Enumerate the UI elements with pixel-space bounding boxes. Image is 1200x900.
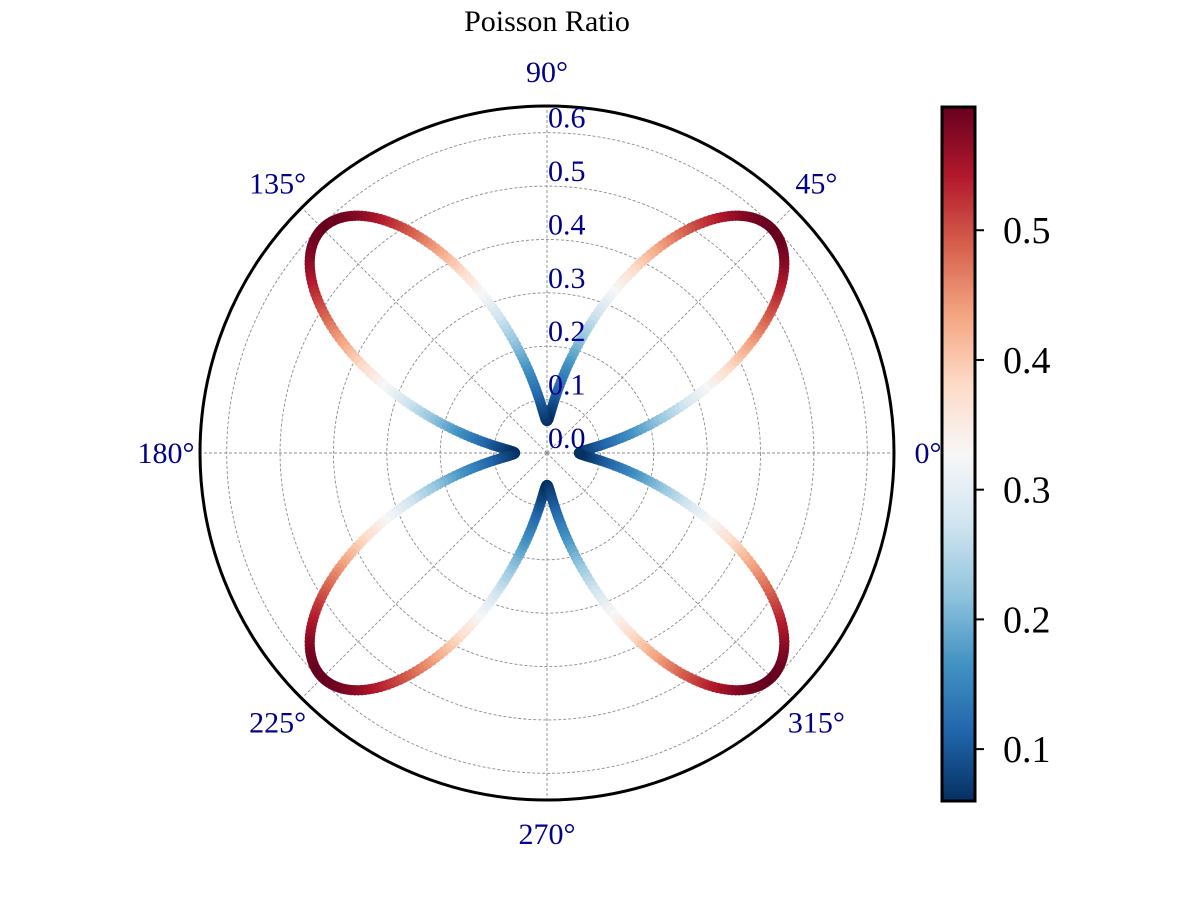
angle-tick-label: 315° bbox=[788, 706, 845, 739]
polar-grid bbox=[200, 106, 894, 800]
colorbar-tick-label: 0.4 bbox=[1003, 340, 1051, 382]
colorbar-frame bbox=[940, 105, 977, 803]
polar-frame bbox=[198, 104, 896, 802]
angular-gridline bbox=[546, 207, 793, 454]
angle-tick-label: 225° bbox=[249, 706, 306, 739]
colorbar-tick-label: 0.2 bbox=[1003, 599, 1051, 641]
angular-gridline bbox=[301, 207, 548, 454]
angle-tick-label: 270° bbox=[519, 818, 576, 851]
angular-gridline bbox=[301, 452, 548, 699]
angular-gridline bbox=[546, 452, 793, 699]
radial-tick-label: 0.0 bbox=[548, 422, 586, 455]
chart-title: Poisson Ratio bbox=[464, 5, 630, 38]
angle-tick-labels: 0° 45° 90° 135° 180° 225° 270° 315° bbox=[138, 56, 942, 851]
colorbar-ticks: 0.1 0.2 0.3 0.4 0.5 bbox=[975, 210, 1051, 771]
radial-tick-label: 0.6 bbox=[548, 102, 586, 135]
radial-tick-labels: 0.0 0.1 0.2 0.3 0.4 0.5 0.6 bbox=[548, 102, 586, 455]
radial-tick-label: 0.5 bbox=[548, 155, 586, 188]
radial-tick-label: 0.3 bbox=[548, 262, 586, 295]
colorbar-tick-label: 0.1 bbox=[1003, 729, 1051, 771]
radial-gridline bbox=[493, 399, 601, 507]
angle-tick-label: 90° bbox=[526, 56, 568, 89]
angle-tick-label: 0° bbox=[915, 437, 942, 470]
colorbar-tick-label: 0.3 bbox=[1003, 470, 1051, 512]
radial-tick-label: 0.4 bbox=[548, 208, 586, 241]
data-point bbox=[573, 448, 585, 459]
data-points bbox=[304, 210, 790, 696]
angle-tick-label: 45° bbox=[795, 168, 837, 201]
angle-tick-label: 135° bbox=[249, 168, 306, 201]
colorbar-tick-label: 0.5 bbox=[1003, 210, 1051, 252]
colorbar: 0.1 0.2 0.3 0.4 0.5 bbox=[940, 105, 1051, 803]
colorbar-gradient bbox=[942, 107, 975, 801]
radial-tick-label: 0.2 bbox=[548, 315, 586, 348]
radial-tick-label: 0.1 bbox=[548, 369, 586, 402]
radial-gridline bbox=[333, 239, 761, 667]
angle-tick-label: 180° bbox=[138, 437, 195, 470]
